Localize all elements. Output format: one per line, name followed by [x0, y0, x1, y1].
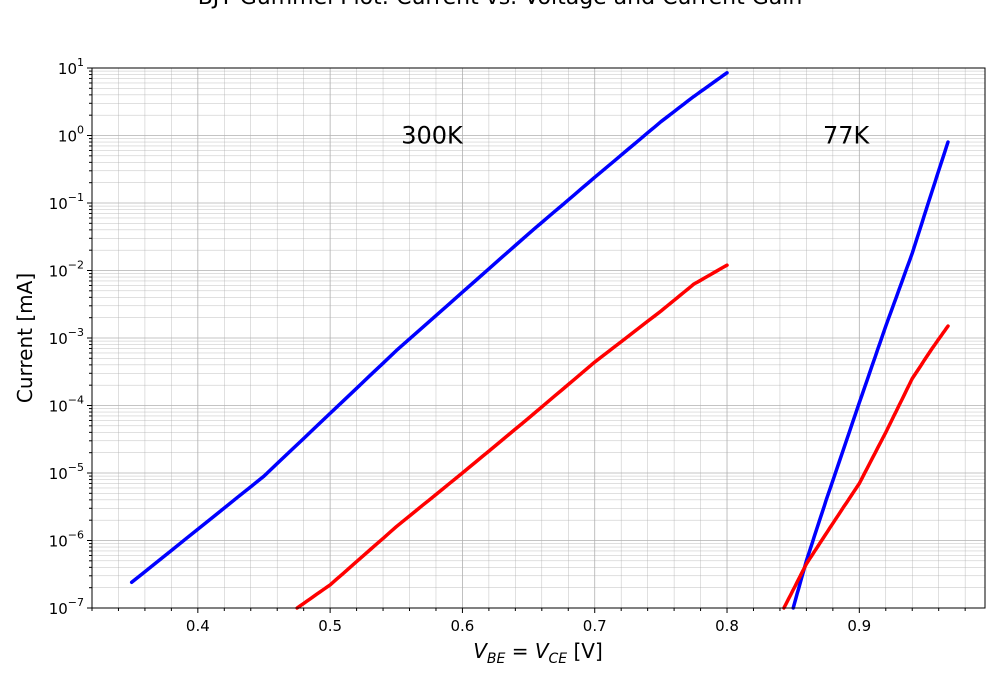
annotation-label: 300K — [401, 122, 464, 150]
series-line-1 — [295, 263, 729, 610]
y-tick-labels: 101 100 10−1 10−2 10−3 10−4 10−5 10−6 10−7 — [49, 56, 84, 618]
x-tick-label: 0.6 — [450, 617, 474, 635]
x-tick-labels: 0.4 0.5 0.6 0.7 0.8 0.9 — [186, 617, 871, 635]
y-tick-label: 10−7 — [49, 596, 84, 618]
y-axis-label: Current [mA] — [13, 273, 37, 403]
y-tick-label: 10−2 — [49, 259, 84, 281]
tick-marks — [87, 67, 966, 613]
annotation-label: 77K — [823, 122, 871, 150]
x-tick-label: 0.8 — [715, 617, 739, 635]
series-layer — [129, 71, 950, 610]
series-line-3 — [782, 324, 950, 610]
series-line-2 — [791, 140, 950, 610]
x-tick-label: 0.5 — [318, 617, 342, 635]
y-tick-label: 10−5 — [49, 461, 84, 483]
x-axis-label: VBE = VCE [V] — [473, 639, 603, 667]
y-tick-label: 100 — [58, 124, 84, 146]
x-tick-label: 0.7 — [583, 617, 607, 635]
y-tick-label: 10−3 — [49, 326, 84, 348]
annotations: 300K 77K — [401, 122, 870, 150]
y-tick-label: 10−4 — [49, 394, 84, 416]
x-tick-label: 0.4 — [186, 617, 210, 635]
series-line-0 — [129, 71, 729, 585]
y-tick-label: 10−6 — [49, 529, 84, 551]
x-tick-label: 0.9 — [847, 617, 871, 635]
y-tick-label: 101 — [58, 56, 84, 78]
y-tick-label: 10−1 — [49, 191, 84, 213]
chart-title: BJT Gummel Plot: Current vs. Voltage and… — [198, 0, 803, 10]
